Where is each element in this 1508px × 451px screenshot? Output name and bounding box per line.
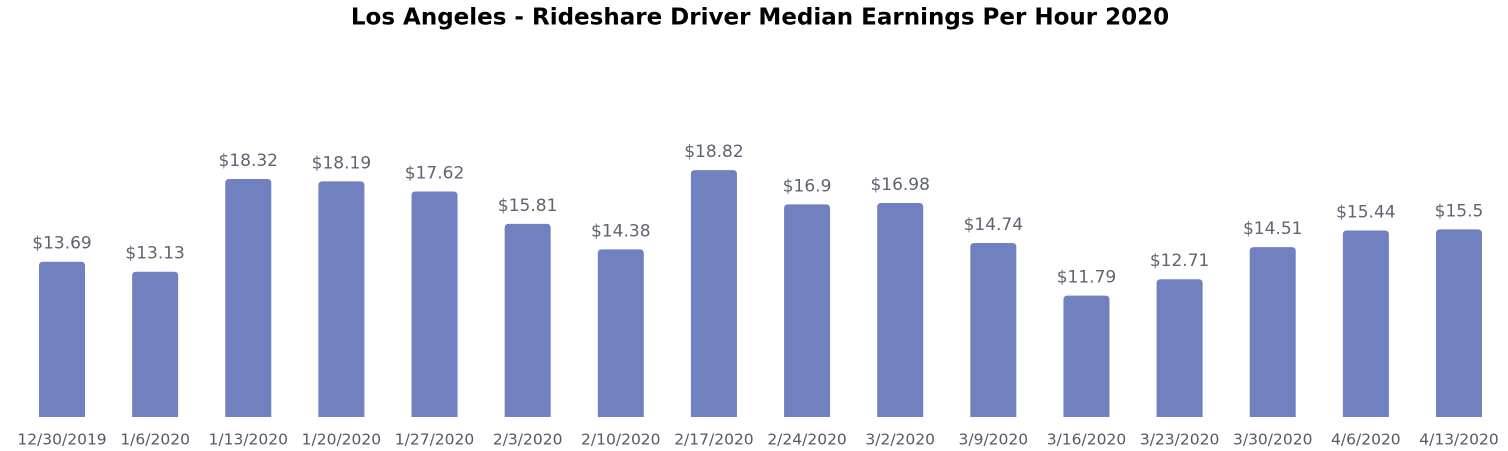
value-label: $18.32: [219, 151, 278, 171]
x-tick-label: 1/6/2020: [120, 431, 190, 449]
x-tick-label: 3/30/2020: [1233, 431, 1312, 449]
bar: [132, 271, 179, 417]
bar: [597, 249, 644, 417]
value-label: $11.79: [1057, 268, 1116, 288]
x-tick-label: 12/30/2019: [17, 431, 106, 449]
value-label: $13.69: [32, 234, 91, 254]
bar: [39, 261, 85, 417]
bar: [784, 204, 831, 417]
x-tick-label: 3/9/2020: [959, 431, 1029, 449]
value-label: $12.71: [1150, 251, 1209, 271]
value-label: $16.98: [870, 175, 929, 195]
value-label: $18.19: [312, 153, 371, 173]
x-tick-label: 2/17/2020: [674, 431, 753, 449]
value-label: $15.81: [498, 196, 557, 216]
bar: [225, 179, 272, 417]
value-label: $18.82: [684, 142, 743, 162]
chart-title: Los Angeles - Rideshare Driver Median Ea…: [351, 5, 1169, 31]
x-tick-label: 2/10/2020: [581, 431, 660, 449]
x-tick-label: 1/20/2020: [302, 431, 381, 449]
bar: [1063, 295, 1110, 417]
bar: [1436, 229, 1482, 417]
value-label: $13.13: [125, 244, 184, 264]
value-label: $17.62: [405, 164, 464, 184]
value-label: $14.51: [1243, 219, 1302, 239]
x-tick-label: 4/6/2020: [1331, 431, 1401, 449]
bar: [877, 202, 924, 417]
value-label: $15.44: [1336, 202, 1395, 222]
x-tick-label: 3/23/2020: [1140, 431, 1219, 449]
bar: [1342, 230, 1389, 417]
x-tick-label: 1/27/2020: [395, 431, 474, 449]
bar: [1156, 279, 1203, 417]
value-label: $16.9: [783, 176, 832, 196]
value-label: $14.38: [591, 221, 650, 241]
bar: [970, 242, 1017, 417]
x-tick-label: 2/24/2020: [767, 431, 846, 449]
bar: [411, 191, 458, 417]
bar: [690, 170, 737, 417]
x-tick-label: 4/13/2020: [1419, 431, 1498, 449]
bar: [1249, 247, 1296, 417]
bar: [504, 223, 551, 417]
x-tick-label: 2/3/2020: [493, 431, 563, 449]
x-tick-label: 3/16/2020: [1047, 431, 1126, 449]
value-label: $15.5: [1435, 201, 1484, 221]
value-label: $14.74: [964, 215, 1023, 235]
x-tick-label: 3/2/2020: [865, 431, 935, 449]
bar: [318, 181, 365, 417]
x-tick-label: 1/13/2020: [209, 431, 288, 449]
